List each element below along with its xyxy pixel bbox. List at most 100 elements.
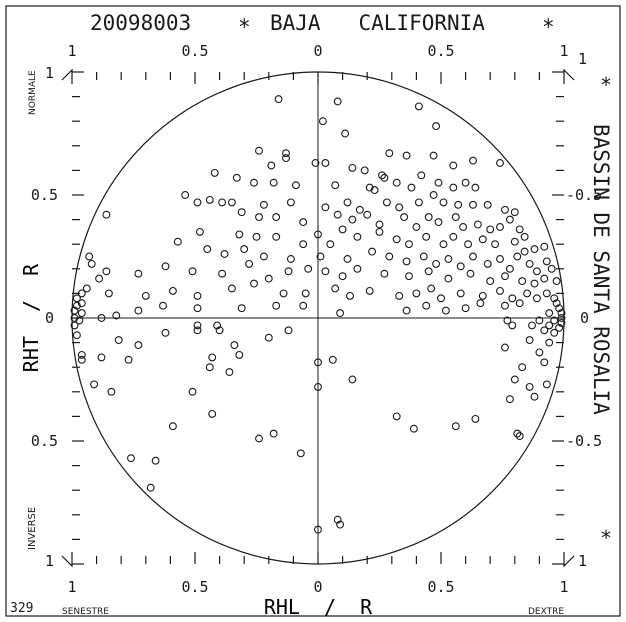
data-point <box>456 289 465 298</box>
data-point <box>85 252 94 261</box>
data-point <box>82 284 91 293</box>
data-point <box>363 210 372 219</box>
data-point <box>264 333 273 342</box>
data-point <box>321 267 330 276</box>
data-point <box>449 161 458 170</box>
corner-mark-tl <box>61 68 73 81</box>
data-point <box>245 259 254 268</box>
senestre-label: SENESTRE <box>62 607 109 617</box>
side-label-star-bottom: * <box>600 526 612 550</box>
data-point <box>336 309 345 318</box>
data-point <box>104 289 113 298</box>
data-point <box>501 205 509 214</box>
data-point <box>419 252 428 261</box>
data-point <box>70 314 79 322</box>
chart-title-star-left: * <box>238 15 251 39</box>
data-point <box>437 294 445 303</box>
chart-title-region: BAJA CALIFORNIA <box>270 11 485 35</box>
data-point <box>97 353 106 362</box>
data-point <box>395 291 404 300</box>
data-point <box>321 159 330 167</box>
data-point <box>333 515 342 524</box>
data-point <box>181 191 190 199</box>
data-point <box>532 267 541 276</box>
data-point <box>530 245 539 254</box>
data-point <box>159 301 167 310</box>
data-point <box>518 277 527 286</box>
data-point <box>422 301 431 310</box>
data-point <box>141 291 150 300</box>
data-point <box>525 382 534 391</box>
data-point <box>188 387 197 396</box>
y-tick-label-left-2: 0 <box>45 309 54 327</box>
data-point <box>299 218 308 227</box>
data-point <box>385 149 394 158</box>
data-point <box>72 331 81 340</box>
data-point <box>471 414 480 423</box>
data-point <box>368 247 377 256</box>
data-point <box>282 149 290 158</box>
plot-frame <box>5 5 621 617</box>
data-point <box>286 198 295 207</box>
data-point <box>486 277 495 286</box>
data-point <box>227 284 236 293</box>
data-point <box>449 232 458 241</box>
data-point <box>528 321 536 330</box>
data-point <box>439 198 448 207</box>
data-point <box>555 323 564 332</box>
data-point <box>518 363 527 372</box>
x-tick-label-bottom-4: 1 <box>559 578 568 596</box>
data-point <box>392 178 401 187</box>
data-point <box>299 240 308 249</box>
data-point <box>311 159 320 167</box>
data-point <box>432 259 441 268</box>
data-point <box>429 191 438 199</box>
side-label-star-top: * <box>600 73 612 97</box>
data-point <box>161 262 170 271</box>
data-point <box>409 424 418 433</box>
data-point <box>412 289 421 298</box>
data-point <box>316 252 325 261</box>
data-point <box>274 95 283 104</box>
data-point <box>127 454 135 463</box>
data-point <box>282 154 290 163</box>
data-point <box>471 183 480 192</box>
data-point <box>530 392 539 401</box>
data-point <box>208 409 217 418</box>
data-point <box>151 456 160 465</box>
data-point <box>496 159 504 167</box>
data-point <box>205 195 214 204</box>
data-point <box>218 198 227 207</box>
data-point <box>237 208 246 217</box>
inverse-label: INVERSE <box>27 507 38 550</box>
data-point <box>279 289 288 298</box>
data-point <box>193 291 202 300</box>
data-point <box>77 299 86 308</box>
data-point <box>557 318 566 327</box>
data-point <box>545 321 554 330</box>
data-point <box>542 289 551 298</box>
data-point <box>255 434 263 443</box>
data-point <box>77 309 86 318</box>
y-axis-label: RHT / R <box>19 263 43 372</box>
data-point <box>545 338 554 347</box>
y-tick-label-right-4: 1 <box>578 552 587 570</box>
data-point <box>434 178 443 187</box>
data-point <box>496 223 504 231</box>
data-point <box>510 375 519 384</box>
data-point <box>459 223 468 231</box>
data-point <box>402 151 411 160</box>
data-point <box>515 299 524 308</box>
data-point <box>70 321 79 330</box>
data-point <box>173 237 182 246</box>
data-point <box>501 343 509 352</box>
data-point <box>550 316 559 325</box>
data-point <box>102 210 111 219</box>
data-point <box>392 412 401 421</box>
data-point <box>72 294 81 303</box>
data-point <box>380 269 389 278</box>
data-point <box>264 274 273 283</box>
data-point <box>427 284 436 293</box>
data-point <box>341 129 350 138</box>
data-point <box>112 311 121 320</box>
